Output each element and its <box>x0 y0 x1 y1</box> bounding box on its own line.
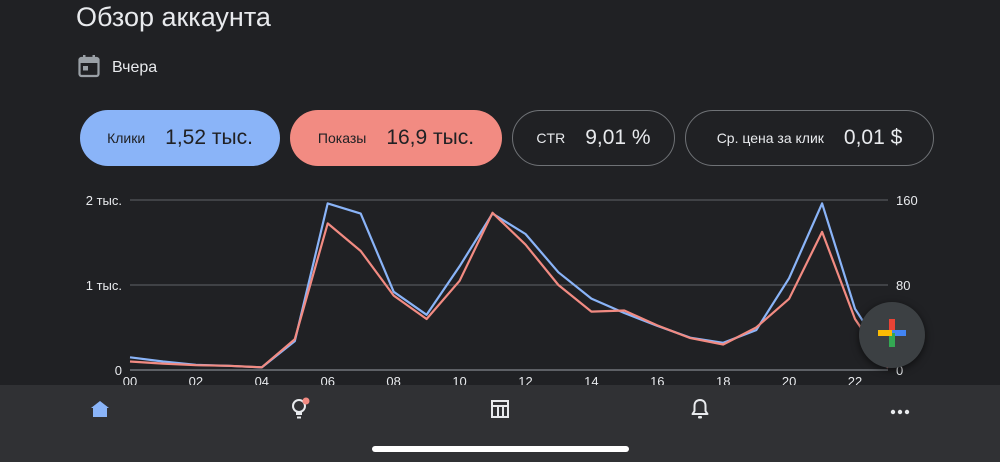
metric-clicks-chip[interactable]: Клики 1,52 тыс. <box>80 110 280 166</box>
y-right-tick-label: 0 <box>896 363 903 378</box>
metric-avg-cpc-label: Ср. цена за клик <box>716 130 824 146</box>
x-tick-label: 06 <box>321 374 335 386</box>
notifications-bell-icon <box>690 398 710 425</box>
metric-ctr-chip[interactable]: CTR 9,01 % <box>512 110 675 166</box>
nav-more[interactable] <box>880 395 920 427</box>
more-dots-icon <box>890 402 910 420</box>
x-tick-label: 20 <box>782 374 796 386</box>
nav-recommendations[interactable] <box>280 395 320 427</box>
x-tick-label: 08 <box>386 374 400 386</box>
create-fab[interactable] <box>859 302 925 368</box>
x-tick-label: 16 <box>650 374 664 386</box>
page-title: Обзор аккаунта <box>76 2 271 32</box>
x-tick-label: 04 <box>255 374 269 386</box>
nav-home[interactable] <box>80 395 120 427</box>
x-tick-label: 02 <box>189 374 203 386</box>
x-tick-label: 10 <box>452 374 466 386</box>
x-tick-label: 14 <box>584 374 598 386</box>
nav-campaigns[interactable] <box>480 395 520 427</box>
y-right-tick-label: 160 <box>896 193 918 208</box>
date-filter[interactable]: Вчера <box>78 54 157 82</box>
y-left-tick-label: 2 тыс. <box>86 193 122 208</box>
y-right-tick-label: 80 <box>896 278 910 293</box>
campaigns-table-icon <box>490 399 510 424</box>
home-indicator <box>372 446 629 452</box>
metric-avg-cpc-value: 0,01 $ <box>843 126 903 149</box>
google-plus-icon <box>877 318 907 353</box>
x-tick-label: 22 <box>848 374 862 386</box>
performance-chart: 0 1 тыс. 2 тыс. 0 80 160 00 02 04 06 08 10 12 14 16 18 2… <box>0 186 1000 386</box>
metric-avg-cpc-chip[interactable]: Ср. цена за клик 0,01 $ <box>685 110 934 166</box>
x-tick-label: 12 <box>518 374 532 386</box>
metric-impressions-chip[interactable]: Показы 16,9 тыс. <box>290 110 502 166</box>
metric-clicks-label: Клики <box>107 130 146 146</box>
metric-impressions-label: Показы <box>317 130 367 146</box>
performance-chart-svg: 0 1 тыс. 2 тыс. 0 80 160 00 02 04 06 08 10 12 14 16 18 2… <box>86 193 918 386</box>
x-tick-label: 00 <box>123 374 137 386</box>
x-tick-label: 18 <box>716 374 730 386</box>
y-left-tick-label: 1 тыс. <box>86 278 122 293</box>
impressions-series-line <box>129 211 889 369</box>
metric-ctr-label: CTR <box>536 130 566 146</box>
calendar-icon <box>78 54 100 83</box>
nav-notifications[interactable] <box>680 395 720 427</box>
y-left-tick-label: 0 <box>115 363 122 378</box>
metric-impressions-value: 16,9 тыс. <box>386 126 475 149</box>
metric-clicks-value: 1,52 тыс. <box>165 126 253 149</box>
home-icon <box>90 400 110 423</box>
recommendations-icon <box>289 397 311 426</box>
date-filter-label: Вчера <box>112 59 158 76</box>
metric-ctr-value: 9,01 % <box>585 126 651 149</box>
